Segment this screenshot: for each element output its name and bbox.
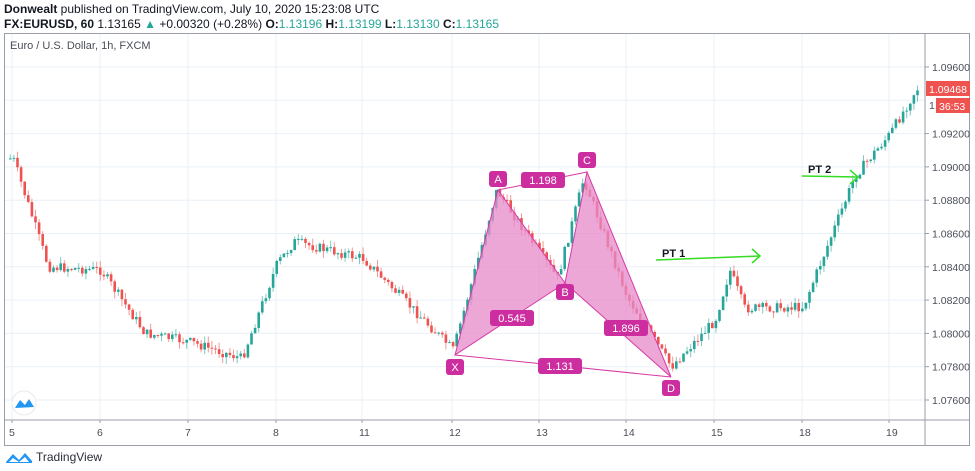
countdown-text: 36:53 — [939, 101, 965, 113]
publish-info: Donwealt published on TradingView.com, J… — [4, 2, 379, 16]
time-tick-label: 5 — [9, 427, 15, 439]
time-tick-label: 18 — [799, 427, 811, 439]
price-tick-label: 1.09000 — [932, 162, 970, 174]
symbol-description: Euro / U.S. Dollar, 1h, FXCM — [10, 40, 151, 52]
pattern-point-a — [489, 171, 507, 187]
ratio-label-text: 1.131 — [546, 361, 574, 373]
last-price: 1.13165 — [97, 17, 141, 31]
time-tick-label: 12 — [449, 427, 461, 439]
countdown-badge — [936, 97, 970, 113]
pattern-point-c — [578, 152, 596, 168]
price-tick-label: 1.08000 — [932, 328, 970, 340]
ohlc-bar: FX:EURUSD, 60 1.13165 ▲ +0.00320 (+0.28%… — [4, 17, 499, 31]
time-tick-label: 6 — [97, 427, 103, 439]
ratio-label-text: 0.545 — [498, 313, 526, 325]
tradingview-footer: TradingView — [5, 450, 102, 464]
ratio-label — [490, 310, 534, 326]
current-price-text: 1.09468 — [929, 84, 967, 96]
change-value: +0.00320 (+0.28%) — [159, 17, 263, 31]
tradingview-brand: TradingView — [36, 450, 103, 464]
time-tick-label: 13 — [536, 427, 548, 439]
low-value: 1.13130 — [396, 17, 440, 31]
svg-text:1.: 1. — [929, 100, 938, 112]
time-tick-label: 14 — [623, 427, 635, 439]
price-target-label: PT 1 — [662, 248, 685, 260]
grid-lines — [5, 34, 925, 420]
pattern-point-b-text: B — [561, 287, 568, 299]
price-tick-label: 1.09600 — [932, 62, 970, 74]
price-target-label: PT 2 — [808, 164, 831, 176]
price-tick-label: 1.08200 — [932, 295, 970, 307]
pattern-point-d — [662, 380, 680, 396]
ratio-label — [604, 320, 648, 336]
chart-frame[interactable] — [4, 33, 970, 446]
open-value: 1.13196 — [278, 17, 323, 31]
price-tick-label: 1.08400 — [932, 262, 970, 274]
triangle-up-icon: ▲ — [144, 17, 156, 31]
price-tick-label: 1.07600 — [932, 395, 970, 407]
tradingview-watermark-icon[interactable] — [11, 390, 37, 416]
ratio-label-text: 1.198 — [529, 175, 557, 187]
price-tick-label: 1.09200 — [932, 129, 970, 141]
high-value: 1.13199 — [338, 17, 382, 31]
ratio-label — [538, 358, 582, 374]
symbol-interval: FX:EURUSD, 60 — [4, 17, 95, 31]
time-tick-label: 11 — [359, 427, 370, 439]
harmonic-pattern: X A B C D 0.545 1.198 1.896 1.131 PT 1 PT 2 — [446, 152, 860, 396]
time-tick-label: 15 — [711, 427, 723, 439]
axes: 1.07600 1.07800 1.08000 1.08200 1.08400 1.086… — [4, 33, 970, 446]
arrow-icon — [849, 169, 860, 185]
time-tick-label: 19 — [886, 427, 898, 439]
pattern-point-x-text: X — [451, 362, 459, 374]
high-label: H: — [325, 17, 339, 31]
arrow-icon — [751, 248, 762, 264]
pattern-point-b — [556, 284, 574, 300]
pattern-point-c-text: C — [583, 155, 591, 167]
published-text: published on TradingView.com, July 10, 2… — [57, 2, 380, 16]
close-value: 1.13165 — [455, 17, 500, 31]
close-label: C: — [442, 17, 456, 31]
price-tick-label: 1.07800 — [932, 362, 970, 374]
time-tick-label: 7 — [185, 427, 191, 439]
tradingview-logo-icon — [6, 453, 32, 463]
pattern-point-d-text: D — [667, 383, 675, 395]
ratio-label-text: 1.896 — [612, 323, 640, 335]
price-tick-label: 1.08600 — [932, 229, 970, 241]
low-label: L: — [384, 17, 397, 31]
pattern-point-a-text: A — [494, 174, 502, 186]
pattern-point-x — [446, 359, 464, 375]
current-price-badge — [926, 80, 970, 96]
price-tick-label: 1.08800 — [932, 195, 970, 207]
open-label: O: — [265, 17, 279, 31]
time-tick-label: 8 — [273, 427, 279, 439]
author-name: Donwealt — [4, 2, 58, 16]
ratio-label — [521, 172, 565, 188]
